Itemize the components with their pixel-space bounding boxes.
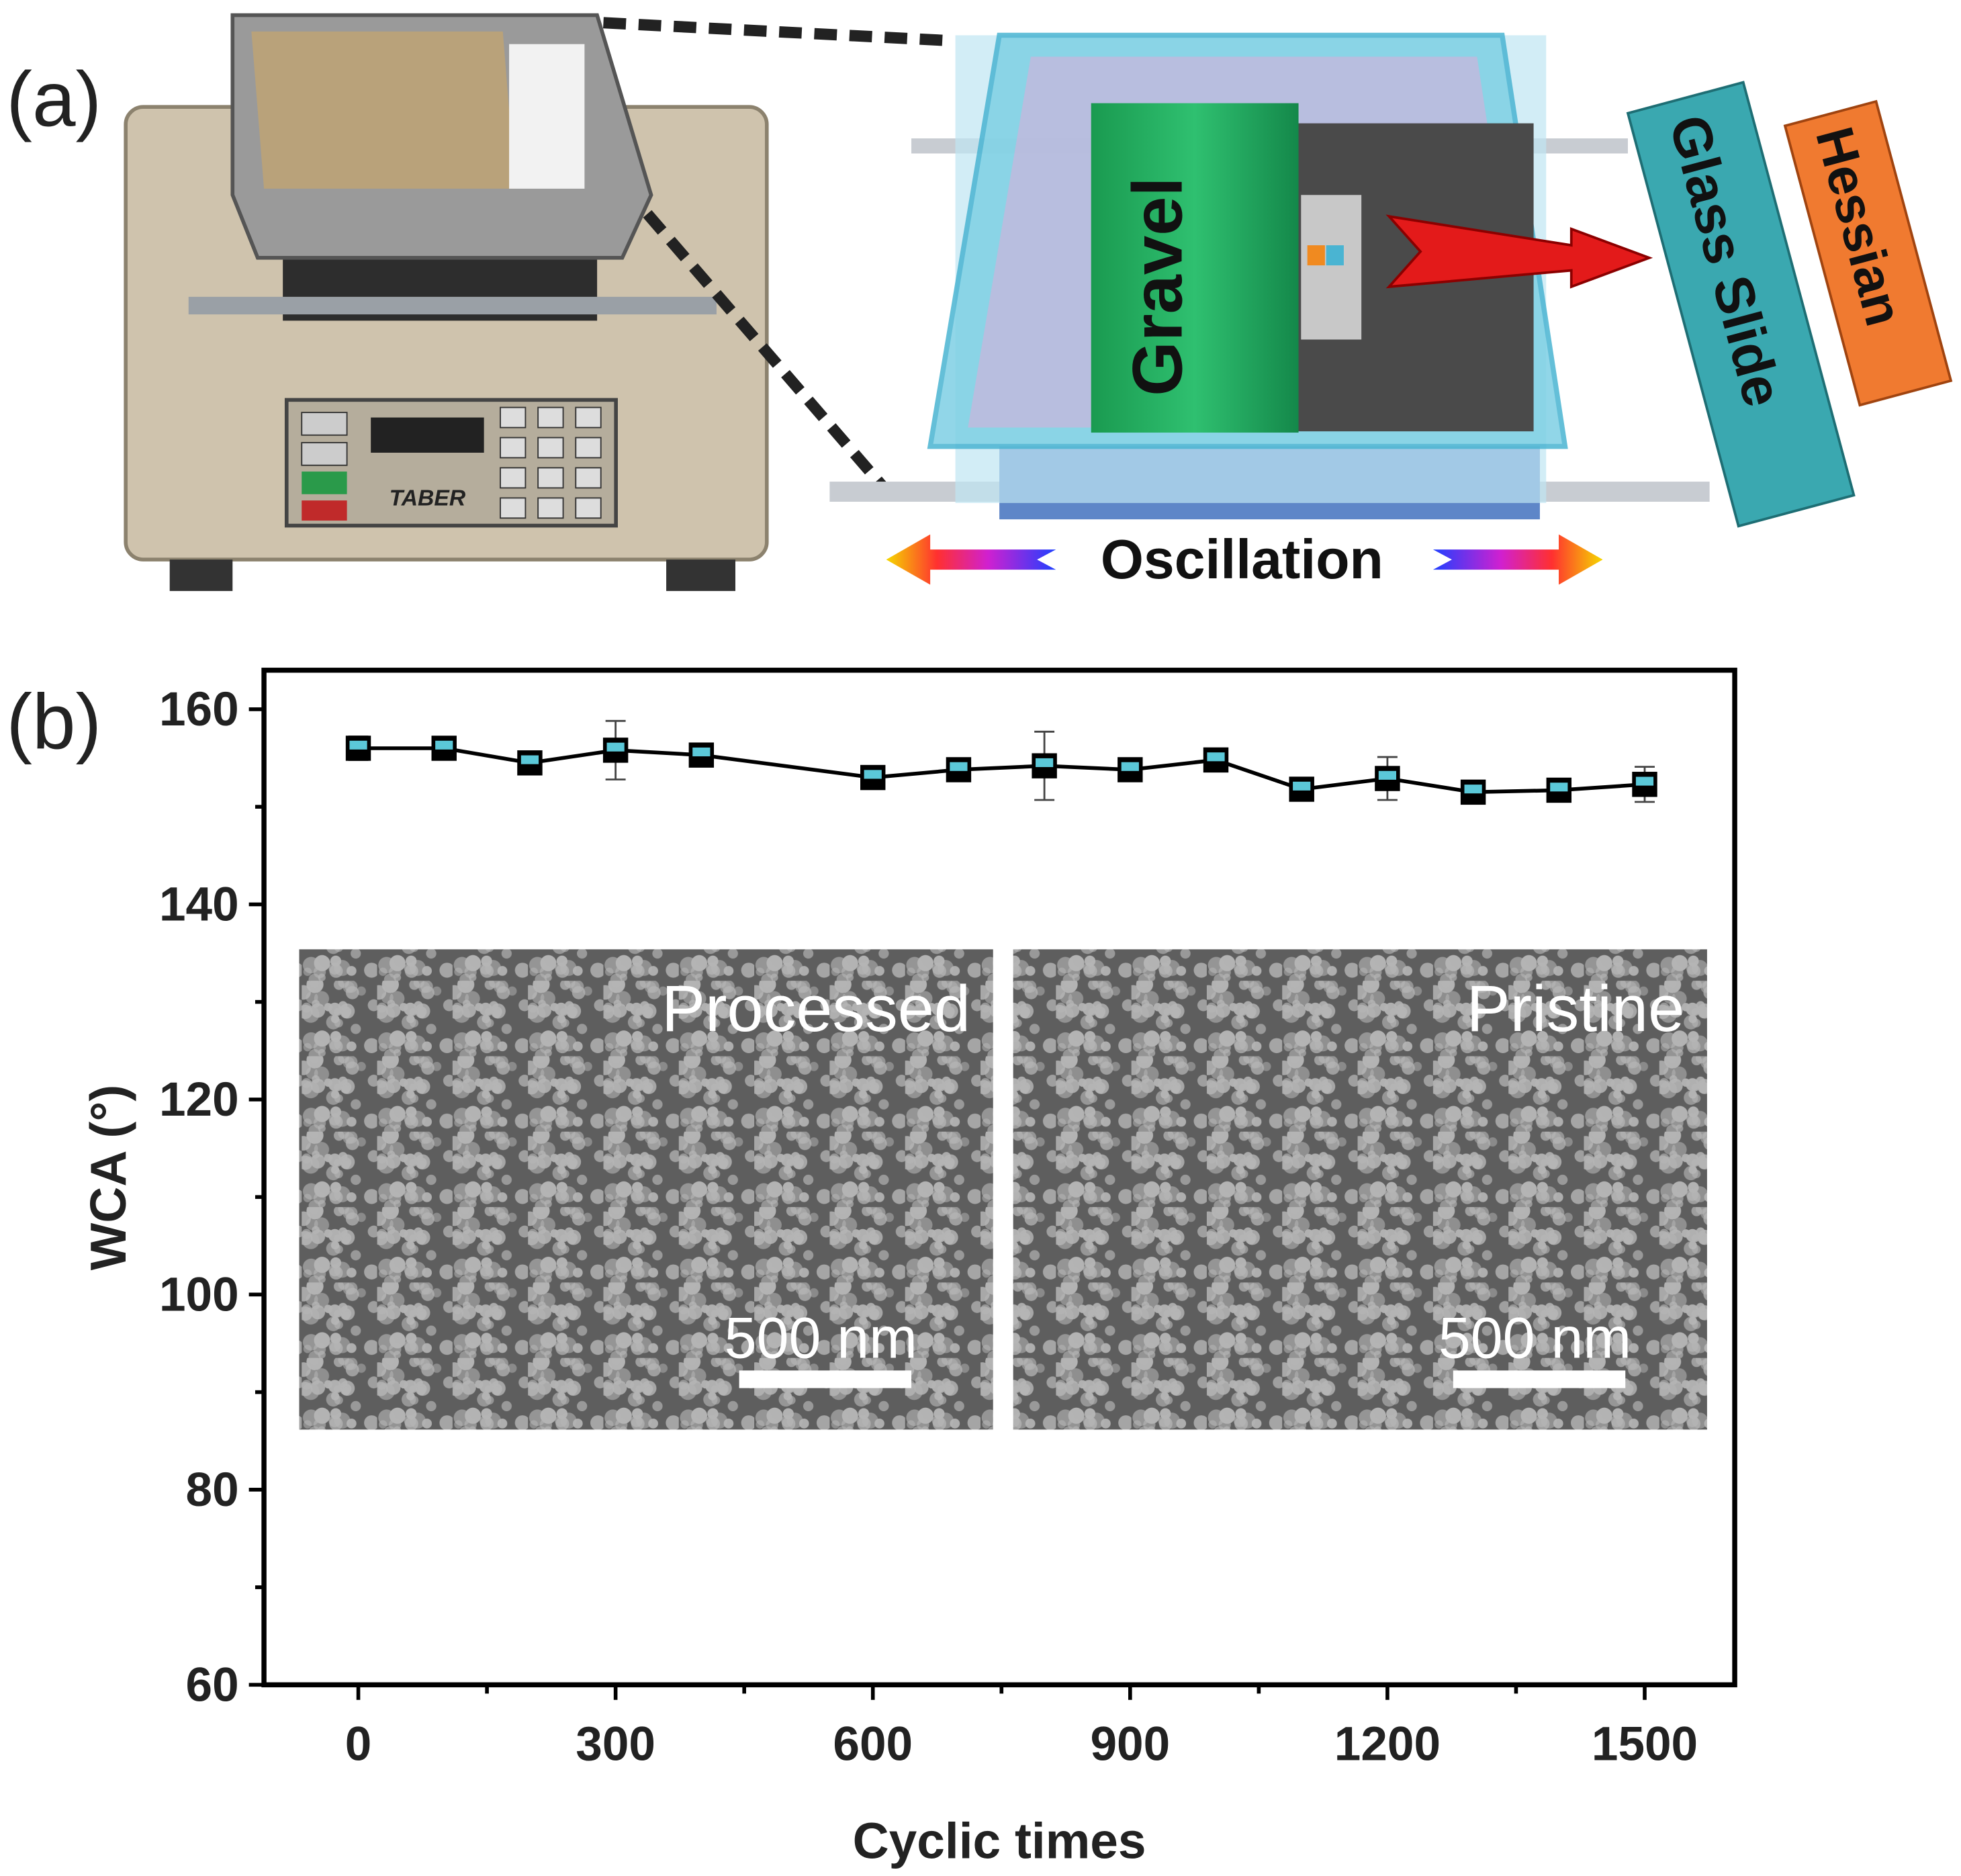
brand-label: TABER — [390, 486, 466, 511]
panel-label: (a) — [6, 55, 101, 142]
data-point-center — [1464, 785, 1482, 794]
data-point-center — [1207, 752, 1225, 762]
panel-label: (b) — [6, 678, 101, 765]
plot-frame — [261, 668, 1737, 1688]
data-point-center — [1293, 781, 1311, 791]
x-axis-label: Cyclic times — [853, 1813, 1146, 1869]
y-tick-label: 60 — [186, 1659, 239, 1712]
y-tick-label: 140 — [159, 879, 239, 932]
sem-image — [1013, 949, 1707, 1430]
x-tick-label: 600 — [833, 1718, 913, 1771]
zoom-line — [603, 17, 944, 46]
y-tick-label: 100 — [159, 1269, 239, 1322]
x-tick-label: 1200 — [1334, 1718, 1441, 1771]
scale-bar-label: 500 nm — [725, 1306, 917, 1371]
data-point-center — [1378, 770, 1397, 780]
gravel-label: Gravel — [1118, 177, 1197, 396]
x-tick-label: 900 — [1090, 1718, 1170, 1771]
schematic: Gravel Glass Slide Hessian Oscillation — [829, 32, 1953, 590]
data-line — [358, 746, 1645, 795]
chart: (b) Processed 500 nm Pristine 500 nm 60 80 100 1… — [6, 668, 1737, 1869]
inset-label: Pristine — [1467, 972, 1685, 1045]
y-tick-label: 160 — [159, 683, 239, 736]
scale-bar-label: 500 nm — [1439, 1306, 1631, 1371]
data-point-center — [692, 747, 711, 757]
data-point-center — [864, 770, 882, 779]
oscillation-label: Oscillation — [1101, 529, 1383, 590]
x-tick-label: 300 — [576, 1718, 655, 1771]
scale-bar — [1453, 1370, 1626, 1388]
x-tick-label: 0 — [345, 1718, 372, 1771]
data-point-center — [950, 762, 968, 771]
y-tick-label: 80 — [186, 1464, 239, 1517]
sem-image — [299, 949, 993, 1430]
data-point-center — [1121, 762, 1139, 771]
machine-photo: TABER — [124, 13, 769, 591]
data-point-center — [1036, 758, 1054, 768]
y-axis-label: WCA (°) — [80, 1085, 136, 1271]
data-point-center — [1550, 783, 1568, 792]
data-point-center — [520, 755, 539, 764]
scale-bar — [739, 1370, 912, 1388]
zoom-line — [643, 210, 891, 494]
data-point-center — [435, 740, 453, 750]
data-point-center — [349, 740, 367, 750]
inset-label: Processed — [662, 972, 970, 1045]
data-point-center — [606, 742, 625, 752]
data-point-center — [1635, 776, 1654, 786]
x-tick-label: 1500 — [1592, 1718, 1698, 1771]
y-tick-label: 120 — [159, 1073, 239, 1126]
